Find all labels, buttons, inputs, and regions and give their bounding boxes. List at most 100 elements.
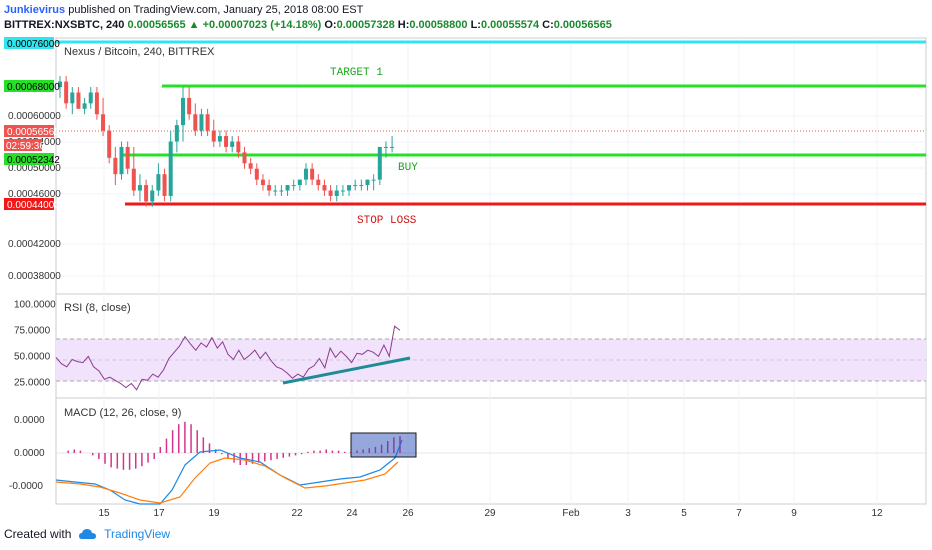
time-tick-label: 9 [791, 508, 797, 519]
macd-tick-label: 0.0000 [14, 415, 45, 426]
rsi-tick-label: 75.0000 [14, 325, 51, 336]
rsi-title: RSI (8, close) [64, 302, 131, 314]
candle-body [273, 190, 278, 192]
candle-body [131, 168, 136, 191]
time-tick-label: 12 [871, 508, 883, 519]
candle-body [224, 136, 229, 147]
rsi-line [55, 325, 401, 391]
candle-body [181, 97, 185, 126]
candle-body [328, 190, 333, 196]
created-with-text: Created with [4, 527, 72, 541]
candle-body [94, 92, 99, 115]
time-tick-label: 24 [346, 508, 358, 519]
price-tick-label: 0.00060000 [8, 111, 61, 122]
macd-highlight-box[interactable] [350, 432, 417, 458]
time-tick-label: 19 [208, 508, 220, 519]
stop-loss-annotation: STOP LOSS [357, 215, 417, 227]
rsi-trendline[interactable] [282, 356, 411, 385]
candle-body [144, 185, 149, 202]
candle-body [119, 146, 124, 175]
symbol-ohlc-header: BITTREX:NXSBTC, 240 0.00056565 ▲ +0.0000… [4, 19, 612, 31]
candle-body [340, 190, 345, 192]
candle-body [88, 92, 93, 104]
time-tick-label: 17 [153, 508, 165, 519]
time-tick-label: 26 [402, 508, 414, 519]
candle-body [150, 190, 155, 202]
candle-body [113, 157, 118, 175]
candle-body [125, 146, 130, 169]
price-tick-label: 0.00042000 [8, 239, 61, 250]
time-tick-label: Feb [562, 508, 580, 519]
candle-body [187, 97, 192, 115]
cyan-price-text: 0.00076000 [7, 39, 60, 50]
candle-body [279, 190, 284, 192]
candle-body [297, 179, 302, 186]
low-label: L: [470, 19, 481, 31]
publish-header: Junkievirus published on TradingView.com… [4, 4, 363, 16]
author-link[interactable]: Junkievirus [4, 4, 66, 16]
macd-tick-label: 0.0000 [14, 448, 45, 459]
candle-body [347, 185, 352, 191]
candle-body [390, 146, 395, 148]
candle-body [291, 185, 296, 187]
open-value: 0.00057328 [336, 19, 395, 31]
macd-axis: 0.0000 0.0000 -0.0000 [9, 415, 45, 492]
candle-body [371, 179, 376, 181]
candle-body [359, 185, 364, 187]
candle-body [107, 130, 112, 158]
candle-body [205, 114, 210, 131]
candle-body [70, 92, 75, 104]
candle-body [199, 114, 204, 131]
candle-body [310, 168, 315, 180]
macd-title: MACD (12, 26, close, 9) [64, 407, 181, 419]
candle-body [82, 103, 87, 109]
target-price-label: 0.00068000 [4, 80, 60, 93]
cyan-price-label: 0.00076000 [4, 37, 60, 50]
candle-body [353, 185, 358, 187]
time-tick-label: 7 [736, 508, 742, 519]
tradingview-cloud-icon [78, 529, 96, 539]
current-price-label: 0.00056565 02:59:36 [4, 125, 60, 152]
time-tick-label: 3 [625, 508, 631, 519]
candle-body [267, 185, 272, 191]
up-arrow-icon: ▲ [188, 19, 200, 31]
buy-price-text: 0.00052342 [7, 155, 60, 166]
macd-tick-label: -0.0000 [9, 481, 43, 492]
price-tick-label: 0.00038000 [8, 271, 61, 282]
last-price: 0.00056565 [127, 19, 186, 31]
candle-body [168, 141, 173, 196]
high-value: 0.00058800 [409, 19, 468, 31]
candle-body [316, 179, 321, 186]
candle-body [174, 125, 179, 142]
countdown-text: 02:59:36 [6, 141, 45, 152]
time-tick-label: 22 [291, 508, 303, 519]
price-tick-label: 0.00050000 [8, 163, 61, 174]
candle-body [377, 146, 382, 180]
tradingview-brand-link[interactable]: TradingView [104, 527, 171, 541]
candle-body [365, 179, 370, 186]
candlestick-series [58, 76, 395, 207]
price-tick-label: 0.00046000 [8, 189, 61, 200]
candle-body [64, 81, 69, 104]
time-tick-label: 15 [98, 508, 110, 519]
time-axis[interactable]: 15 17 19 22 24 26 29 Feb 3 5 7 9 12 [98, 508, 883, 519]
low-value: 0.00055574 [480, 19, 540, 31]
candle-body [137, 185, 142, 191]
buy-price-label: 0.00052342 [4, 153, 60, 166]
high-label: H: [397, 19, 410, 31]
candle-body [76, 92, 81, 109]
stop-price-text: 0.00044000 [7, 200, 60, 211]
candle-body [162, 174, 167, 196]
candle-body [248, 163, 253, 169]
price-pane-title: Nexus / Bitcoin, 240, BITTREX [64, 46, 215, 58]
macd-pane[interactable] [55, 397, 927, 505]
rsi-axis: 100.0000 75.0000 50.0000 25.0000 [14, 299, 56, 388]
close-value: 0.00056565 [553, 19, 612, 31]
price-pane[interactable] [55, 37, 927, 295]
macd-line [55, 439, 403, 505]
current-price-text: 0.00056565 [7, 127, 60, 138]
candle-body [101, 114, 106, 131]
candle-body [211, 130, 216, 142]
buy-annotation: BUY [398, 162, 418, 174]
